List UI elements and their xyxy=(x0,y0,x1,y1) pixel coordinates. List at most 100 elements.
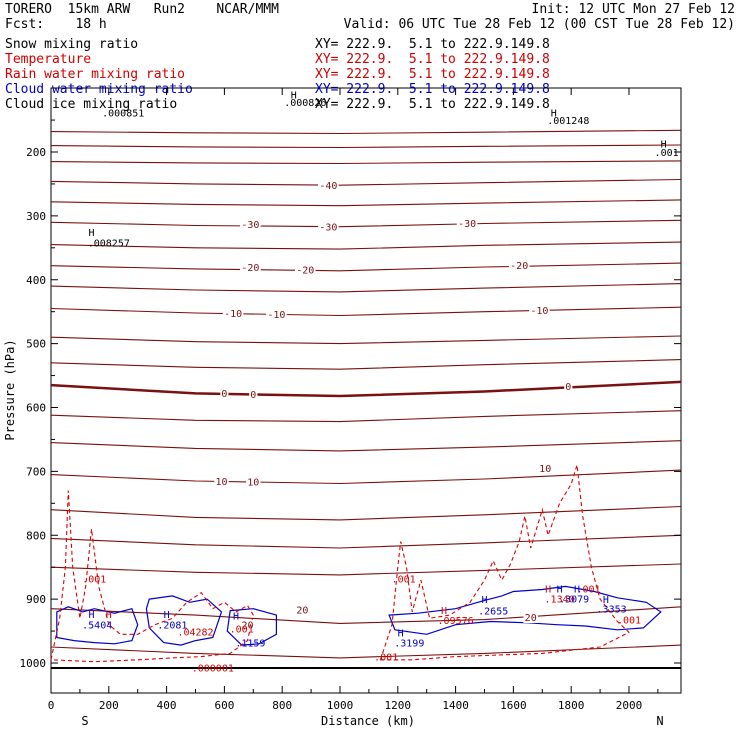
header-line2-right: Valid: 06 UTC Tue 28 Feb 12 (00 CST Tue … xyxy=(343,17,735,32)
endpoint-right-label: N xyxy=(656,714,663,728)
contour-label: 20 xyxy=(241,621,253,632)
rain-water-contour xyxy=(379,464,630,661)
value-label: .001 xyxy=(230,625,254,636)
value-label: .000851 xyxy=(102,108,144,119)
cloud-water-contour xyxy=(226,608,277,646)
contour-label: -10 xyxy=(267,310,285,321)
contour-label: -10 xyxy=(224,309,242,320)
y-tick-label: 900 xyxy=(26,593,46,606)
x-tick-label: 400 xyxy=(157,699,177,712)
x-tick-label: 1000 xyxy=(327,699,354,712)
contour-label: 20 xyxy=(296,605,308,616)
field-label-cloud-ice: Cloud ice mixing ratio xyxy=(5,97,178,112)
temperature-contour xyxy=(50,469,682,485)
contour-label: -30 xyxy=(458,219,476,230)
contour-label-backing xyxy=(318,180,339,192)
x-tick-label: 2000 xyxy=(616,699,643,712)
value-label: .3353 xyxy=(597,605,627,616)
temperature-contour xyxy=(50,241,682,250)
contour-label-backing xyxy=(318,221,339,233)
contour-label: -40 xyxy=(319,181,337,192)
x-tick-label: 1200 xyxy=(385,699,412,712)
value-label: H xyxy=(574,584,580,595)
temperature-contour xyxy=(50,144,682,149)
contour-label-backing xyxy=(529,304,550,316)
contour-label: 20 xyxy=(525,613,537,624)
value-label: .001 xyxy=(82,575,106,586)
contour-label-backing xyxy=(214,476,229,487)
contour-label-backing xyxy=(222,308,244,319)
header-line2-left: Fcst: 18 h xyxy=(5,17,107,32)
contour-label-backing xyxy=(246,476,261,488)
temperature-contour xyxy=(50,306,682,317)
temperature-contour xyxy=(50,606,682,624)
contour-label: -20 xyxy=(241,263,259,274)
contour-label: -20 xyxy=(510,261,528,272)
value-label: H xyxy=(88,228,94,239)
x-tick-label: 800 xyxy=(272,699,292,712)
field-label-snow: Snow mixing ratio xyxy=(5,37,139,52)
value-label: .001 xyxy=(374,653,398,664)
temperature-contour xyxy=(50,199,682,207)
x-tick-label: 600 xyxy=(214,699,234,712)
temperature-contour xyxy=(50,505,682,521)
value-label: H xyxy=(398,628,404,639)
cloud-water-contour xyxy=(388,585,662,635)
contour-label: -30 xyxy=(319,223,337,234)
temperature-contour xyxy=(50,440,682,452)
field-xy-snow: XY= 222.9. 5.1 to 222.9.149.8 xyxy=(315,37,550,52)
plot-frame xyxy=(50,87,682,694)
y-tick-label: 700 xyxy=(26,465,46,478)
contour-label: -10 xyxy=(530,306,548,317)
value-label: .1340 xyxy=(545,595,575,606)
y-tick-label: 600 xyxy=(26,402,46,415)
field-label-temperature: Temperature xyxy=(5,52,92,67)
value-label: H xyxy=(661,140,667,151)
temperature-contour xyxy=(50,160,682,165)
temperature-contour xyxy=(50,283,682,293)
value-label: .001 xyxy=(617,616,641,627)
contour-label-backing xyxy=(240,619,255,631)
contour-label-backing xyxy=(295,264,316,276)
value-label: .09576 xyxy=(438,616,474,627)
rain-water-contour xyxy=(50,490,254,663)
x-tick-label: 1800 xyxy=(558,699,585,712)
value-label: H xyxy=(233,612,239,623)
value-label: H xyxy=(603,595,609,606)
value-label: .001 xyxy=(576,584,600,595)
value-label: .001248 xyxy=(547,116,589,127)
x-tick-label: 0 xyxy=(48,699,55,712)
value-label: H xyxy=(106,610,112,621)
value-label: .001 xyxy=(655,148,679,159)
y-tick-label: 200 xyxy=(26,146,46,159)
y-tick-label: 800 xyxy=(26,529,46,542)
contour-label: 10 xyxy=(215,477,227,488)
contour-label: -20 xyxy=(296,266,314,277)
contour-label-backing xyxy=(220,387,229,399)
contour-label: 0 xyxy=(250,390,256,401)
endpoint-left-label: S xyxy=(81,714,88,728)
value-label: .2655 xyxy=(478,607,508,618)
contour-label-backing xyxy=(456,217,478,229)
contour-label: -30 xyxy=(241,220,259,231)
x-axis-title: Distance (km) xyxy=(321,714,415,728)
contour-label-backing xyxy=(538,463,553,475)
value-label: .3199 xyxy=(394,639,424,650)
contour-label-backing xyxy=(249,389,258,401)
contour-label: 10 xyxy=(539,464,551,475)
value-label: .001 xyxy=(392,575,416,586)
temperature-contour xyxy=(50,335,682,345)
contour-label: 10 xyxy=(247,478,259,489)
y-tick-label: 300 xyxy=(26,210,46,223)
x-tick-label: 1400 xyxy=(442,699,469,712)
y-tick-label: 500 xyxy=(26,338,46,351)
x-tick-label: 1600 xyxy=(500,699,527,712)
temperature-contour xyxy=(50,644,682,659)
value-label: .000826 xyxy=(284,98,326,109)
header-line1-right: Init: 12 UTC Mon 27 Feb 12 xyxy=(531,2,736,17)
contour-label-backing xyxy=(295,604,310,616)
contour-label-backing xyxy=(564,380,573,392)
value-label: .5404 xyxy=(82,621,112,632)
temperature-contour xyxy=(50,410,682,423)
temperature-contour xyxy=(50,178,682,186)
